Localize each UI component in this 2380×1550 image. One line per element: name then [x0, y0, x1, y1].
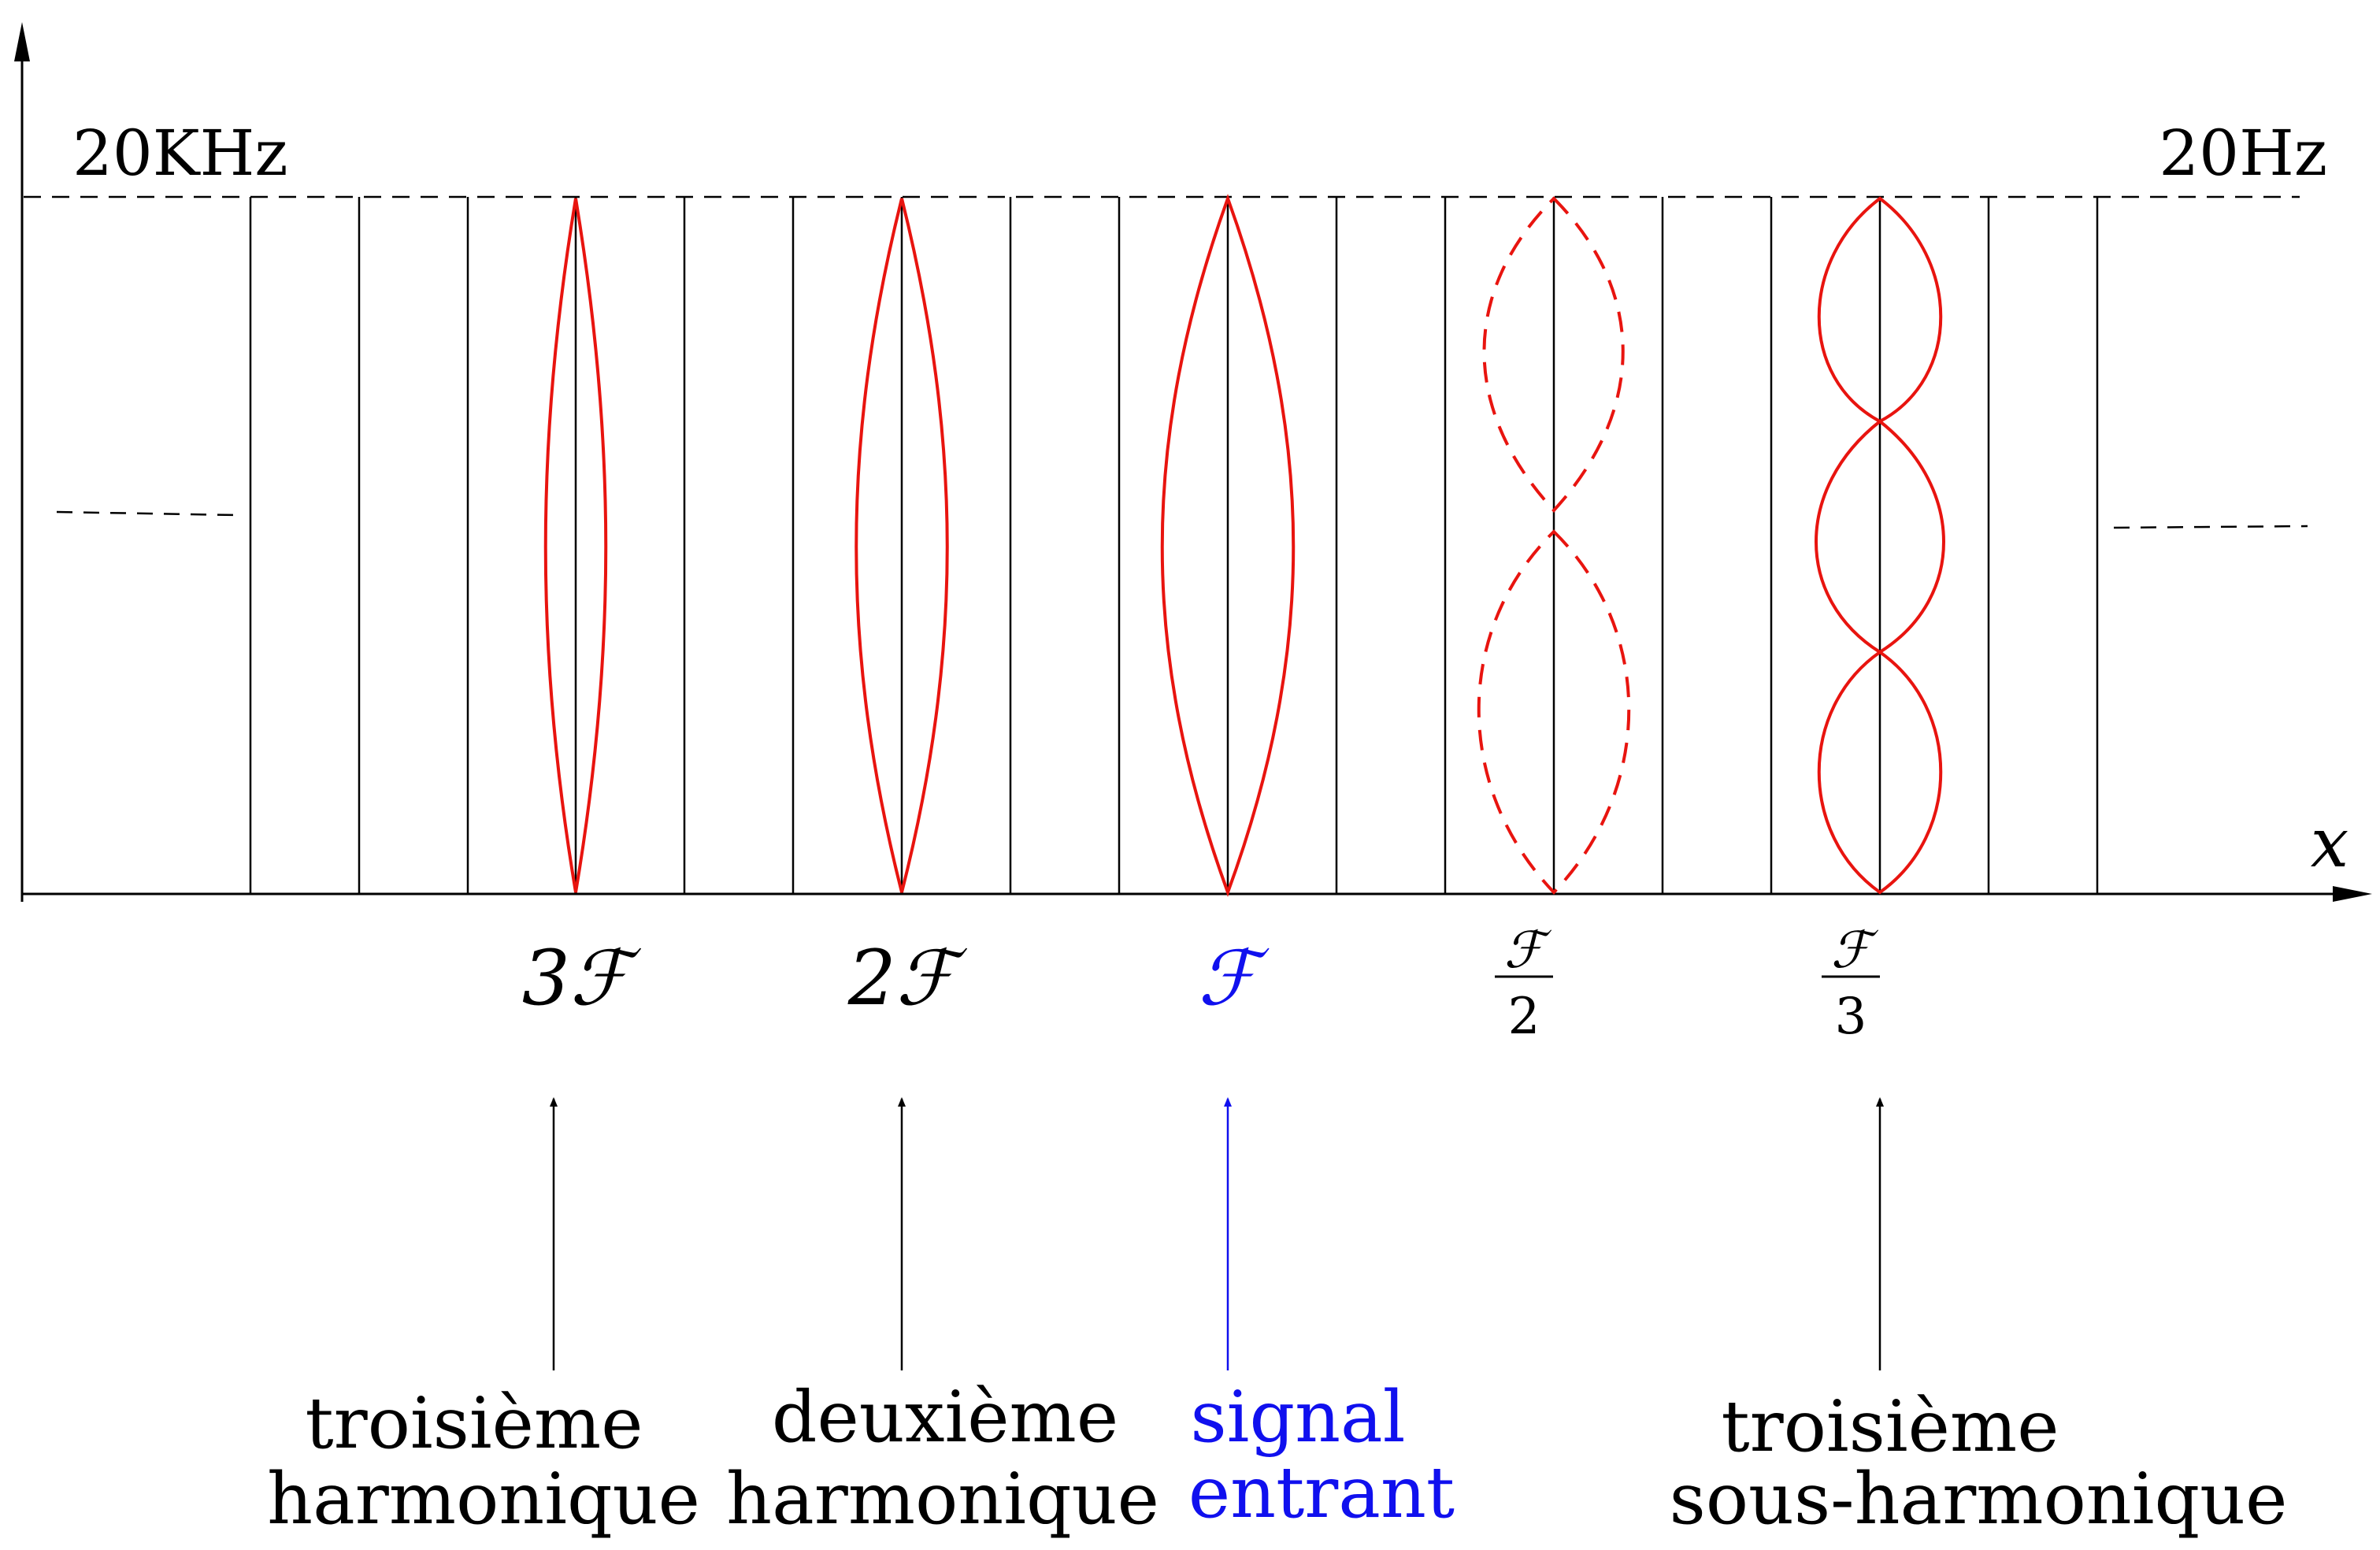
signal-caption-line1: signal [1191, 1376, 1406, 1459]
y-axis-arrowhead [14, 22, 30, 61]
third-subharmonic-wave [1815, 196, 1945, 895]
second-harmonic-caption-line2: harmonique [726, 1458, 1159, 1541]
half-marker-numerator: ℱ [1504, 921, 1552, 980]
third-harmonic-wave [543, 198, 608, 893]
half-subharmonic-marker: ℱ 2 [1495, 921, 1553, 1046]
second-harmonic-marker: 2ℱ [847, 934, 968, 1022]
second-harmonic-caption-line1: deuxième [772, 1376, 1118, 1459]
third-subharmonic-marker: ℱ 3 [1822, 921, 1880, 1046]
third-marker-numerator: ℱ [1831, 921, 1879, 980]
signal-wave [1160, 194, 1296, 897]
vertical-grid-lines [249, 197, 2099, 894]
signal-caption-line2: entrant [1188, 1452, 1455, 1534]
top-right-frequency-label: 20Hz [2159, 117, 2327, 190]
half-marker-denominator: 2 [1508, 988, 1540, 1046]
right-mid-dashed-line [2113, 525, 2308, 529]
top-left-frequency-label: 20KHz [72, 117, 287, 190]
third-subharmonic-caption-line1: troisième [1722, 1385, 2059, 1468]
third-harmonic-caption-line2: harmonique [267, 1458, 700, 1541]
third-subharmonic-caption-line2: sous-harmonique [1670, 1458, 2288, 1541]
third-harmonic-marker: 3ℱ [522, 934, 642, 1022]
third-harmonic-caption-line1: troisième [306, 1382, 643, 1465]
x-axis-arrowhead [2333, 886, 2372, 902]
x-axis-label: x [2311, 804, 2349, 883]
second-harmonic-wave [855, 198, 949, 893]
signal-marker: ℱ [1198, 934, 1270, 1022]
left-mid-dashed-line [56, 510, 237, 517]
third-marker-denominator: 3 [1835, 988, 1867, 1046]
half-subharmonic-wave [1477, 196, 1631, 895]
